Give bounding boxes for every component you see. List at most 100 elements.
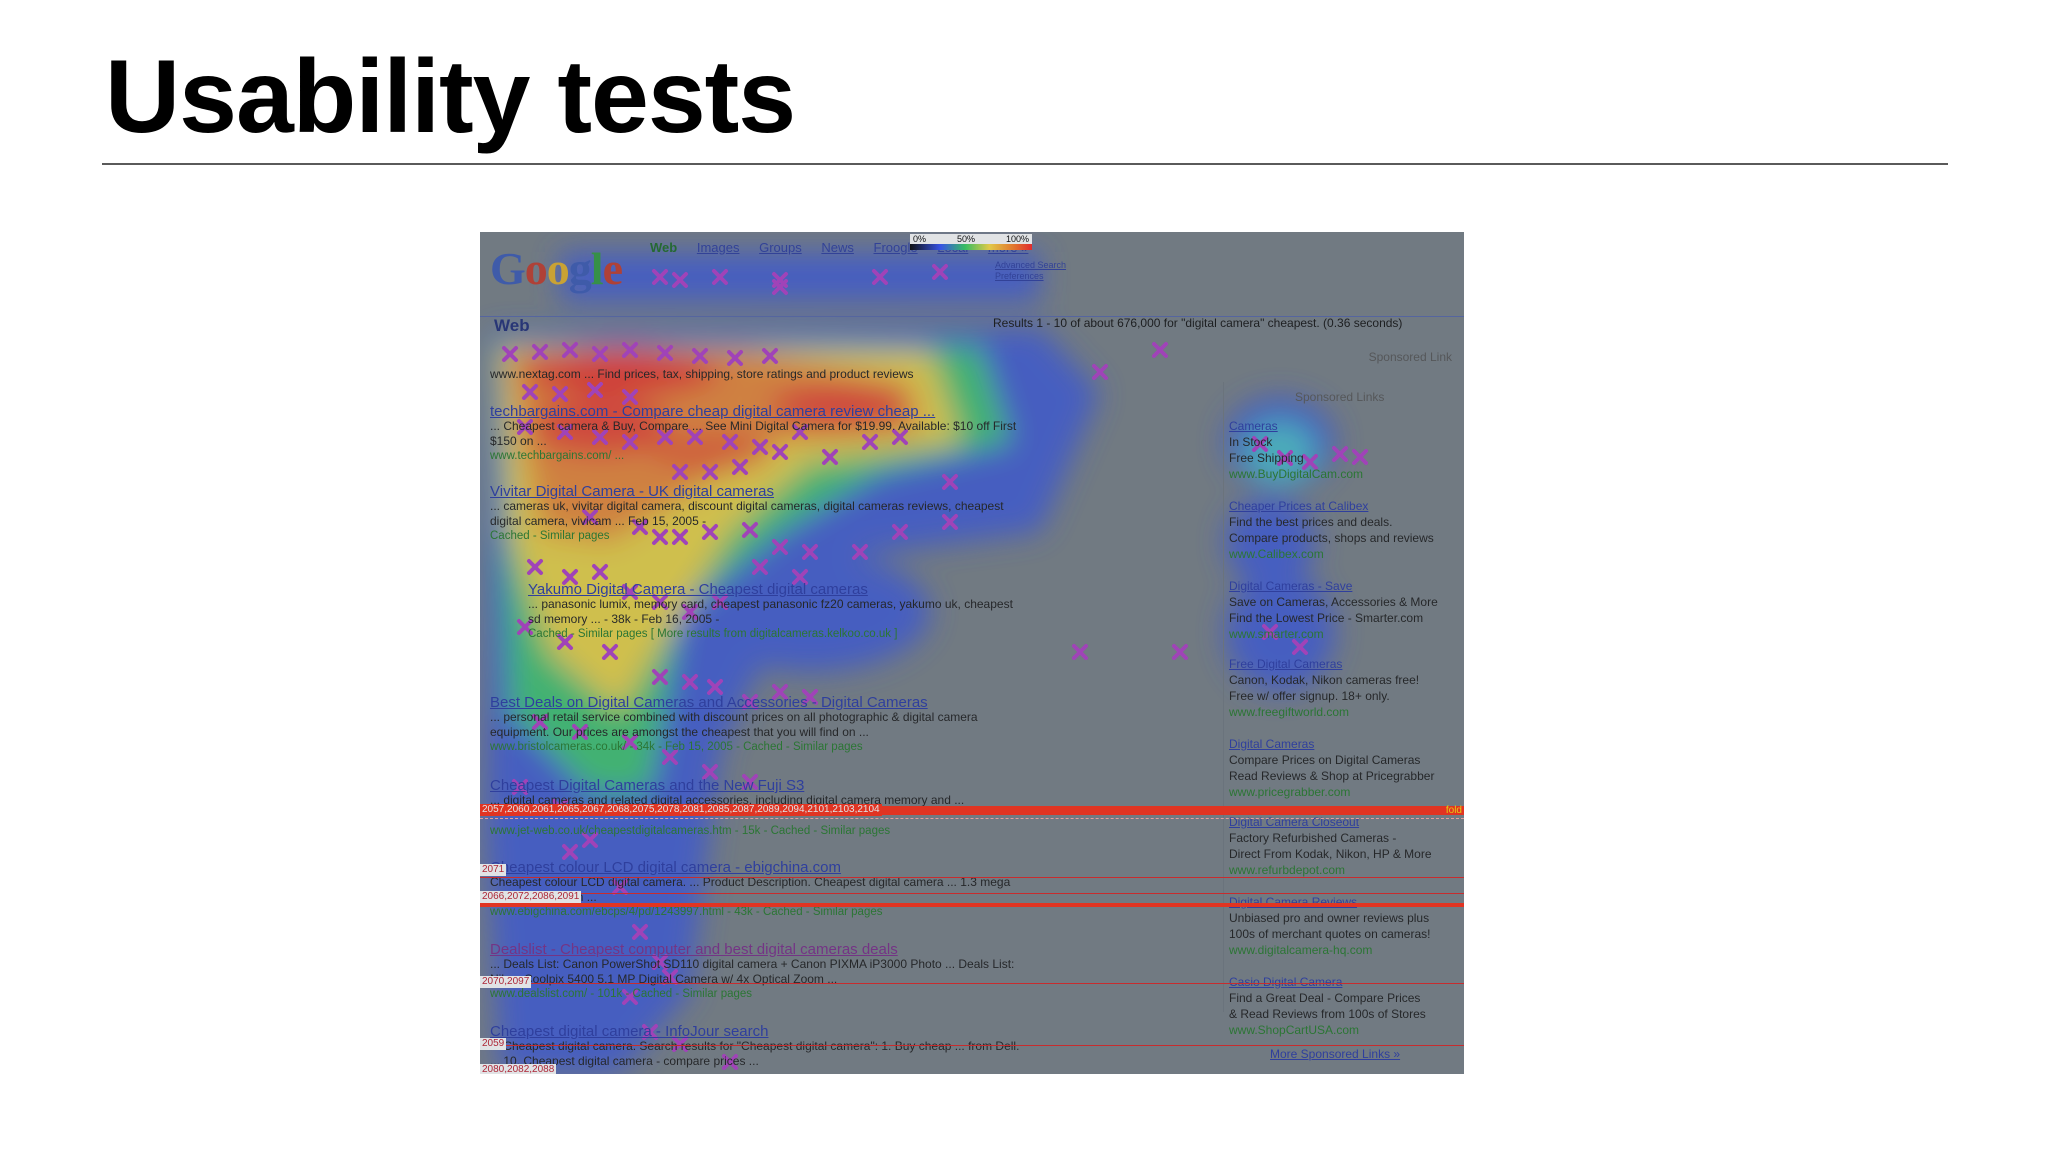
fixation-marker <box>822 449 838 465</box>
slide-title: Usability tests <box>105 39 796 155</box>
result-url[interactable]: www.techbargains.com/ ... <box>490 450 625 462</box>
fold-dashed-line <box>480 818 1464 819</box>
result-title-link[interactable]: techbargains.com - Compare cheap digital… <box>490 403 936 420</box>
result-snippet: ... digital cameras and related digital … <box>490 793 965 807</box>
advanced-search-link[interactable]: Advanced Search <box>995 260 1067 270</box>
search-result: Dealslist - Cheapest computer and best d… <box>490 942 1030 1002</box>
fixation-marker <box>1277 450 1293 466</box>
search-options-links: Advanced Search Preferences <box>995 260 1066 282</box>
fixation-marker <box>687 429 703 445</box>
result-title-link[interactable]: Cheapest digital camera - InfoJour searc… <box>490 1023 769 1040</box>
search-result: Vivitar Digital Camera - UK digital came… <box>490 484 1030 544</box>
fixation-marker <box>672 1036 688 1052</box>
ad-title-link[interactable]: Casio Digital Camera <box>1229 975 1343 989</box>
tab-images[interactable]: Images <box>696 240 740 255</box>
ad-text: Find a Great Deal - Compare Prices & Rea… <box>1229 991 1426 1021</box>
result-title-link[interactable]: Cheapest colour LCD digital camera - ebi… <box>490 859 842 876</box>
fixation-marker <box>657 429 673 445</box>
fixation-marker <box>1072 644 1088 660</box>
ad-url[interactable]: www.Calibex.com <box>1229 547 1324 561</box>
fixation-marker <box>792 569 808 585</box>
result-url[interactable]: www.ebigchina.com/ebcps/4/pd/1243997.htm… <box>490 906 883 918</box>
fixation-marker <box>652 954 668 970</box>
fixation-marker <box>587 382 603 398</box>
fixation-marker <box>562 342 578 358</box>
result-snippet: ... cameras uk, vivitar digital camera, … <box>490 499 1004 528</box>
heatmap-overlay <box>485 252 1368 1074</box>
fixation-marker <box>672 529 688 545</box>
scroll-line <box>480 903 1464 907</box>
ad-title-link[interactable]: Free Digital Cameras <box>1229 657 1343 671</box>
fixation-marker <box>1352 449 1368 465</box>
preferences-link[interactable]: Preferences <box>995 271 1044 281</box>
ad-url[interactable]: www.refurbdepot.com <box>1229 863 1346 877</box>
result-url[interactable]: Cached - Similar pages <box>490 530 610 542</box>
tab-news[interactable]: News <box>821 240 854 255</box>
sponsored-ad: Digital Camera Closeout Factory Refurbis… <box>1229 814 1457 878</box>
ad-title-link[interactable]: Digital Cameras <box>1229 737 1315 751</box>
fixation-marker <box>1252 436 1268 452</box>
ad-title-link[interactable]: Cheaper Prices at Calibex <box>1229 499 1369 513</box>
result-title-link[interactable]: Best Deals on Digital Cameras and Access… <box>490 694 928 711</box>
fixation-marker <box>772 684 788 700</box>
fixation-marker <box>1152 342 1168 358</box>
fixation-marker <box>802 544 818 560</box>
tab-froogle[interactable]: Froogle <box>873 240 918 255</box>
result-url[interactable]: www.dealslist.com/ - 101k - Cached - Sim… <box>490 988 753 1000</box>
ad-url[interactable]: www.BuyDigitalCam.com <box>1229 467 1364 481</box>
fixation-marker <box>1172 644 1188 660</box>
fixation-marker <box>622 734 638 750</box>
fixation-marker <box>562 569 578 585</box>
fold-line <box>480 806 1464 815</box>
result-title-link[interactable]: Yakumo Digital Camera - Cheapest digital… <box>528 581 868 598</box>
result-url[interactable]: www.jet-web.co.uk/cheapestdigitalcameras… <box>490 825 891 837</box>
ad-title-link[interactable]: Cameras <box>1229 419 1278 433</box>
fold-fixation-codes: 2057,2060,2061,2065,2067,2068,2075,2078,… <box>480 804 882 816</box>
scale-label-mid: 50% <box>956 234 975 244</box>
result-title-link[interactable]: Dealslist - Cheapest computer and best d… <box>490 941 898 958</box>
ad-url[interactable]: www.freegiftworld.com <box>1229 705 1350 719</box>
sponsored-ad: Cheaper Prices at Calibex Find the best … <box>1229 498 1457 562</box>
ad-title-link[interactable]: Digital Camera Reviews <box>1229 895 1358 909</box>
fixation-marker <box>557 424 573 440</box>
result-title-link[interactable]: Cheapest Digital Cameras and the New Fuj… <box>490 777 805 794</box>
fixation-marker <box>557 634 573 650</box>
ad-text: Save on Cameras, Accessories & More Find… <box>1229 595 1438 625</box>
scroll-line <box>480 1045 1464 1046</box>
ad-url[interactable]: www.digitalcamera-hq.com <box>1229 943 1373 957</box>
fixation-marker <box>702 764 718 780</box>
fixation-marker <box>612 879 628 895</box>
result-url[interactable]: Cached - Similar pages [ More results fr… <box>528 628 898 640</box>
fixation-marker <box>682 674 698 690</box>
fixation-marker <box>522 384 538 400</box>
ad-url[interactable]: www.pricegrabber.com <box>1229 785 1351 799</box>
scroll-line <box>480 983 1464 984</box>
fixation-marker <box>672 464 688 480</box>
fixation-marker <box>942 514 958 530</box>
fixation-marker <box>792 424 808 440</box>
sponsored-link-top: Sponsored Link <box>1368 350 1452 364</box>
ad-url[interactable]: www.smarter.com <box>1229 627 1324 641</box>
fixation-markers <box>502 264 1368 1070</box>
scale-label-max: 100% <box>1005 234 1029 244</box>
fixation-marker <box>512 779 528 795</box>
ad-url[interactable]: www.ShopCartUSA.com <box>1229 1023 1360 1037</box>
fixation-marker <box>752 439 768 455</box>
ad-title-link[interactable]: Digital Camera Closeout <box>1229 815 1360 829</box>
web-label: Web <box>494 316 530 335</box>
fixation-marker <box>562 844 578 860</box>
tab-web[interactable]: Web <box>650 240 678 255</box>
result-url[interactable]: www.bristolcameras.co.uk/ - 34k - Feb 15… <box>490 741 863 753</box>
tab-groups[interactable]: Groups <box>759 240 802 255</box>
fixation-marker <box>1262 624 1278 640</box>
result-title-link[interactable]: Vivitar Digital Camera - UK digital came… <box>490 483 774 500</box>
fixation-marker <box>582 509 598 525</box>
heat-scale-legend: 0% 50% 100% <box>910 234 1032 250</box>
fixation-marker <box>652 594 668 610</box>
ad-title-link[interactable]: Digital Cameras - Save <box>1229 579 1353 593</box>
fixation-marker <box>622 434 638 450</box>
fixation-marker <box>662 749 678 765</box>
ad-text: Factory Refurbished Cameras - Direct Fro… <box>1229 831 1432 861</box>
result-snippet: ... Deals List: Canon PowerShot SD110 di… <box>490 957 1015 986</box>
more-sponsored-link[interactable]: More Sponsored Links » <box>1270 1047 1401 1061</box>
